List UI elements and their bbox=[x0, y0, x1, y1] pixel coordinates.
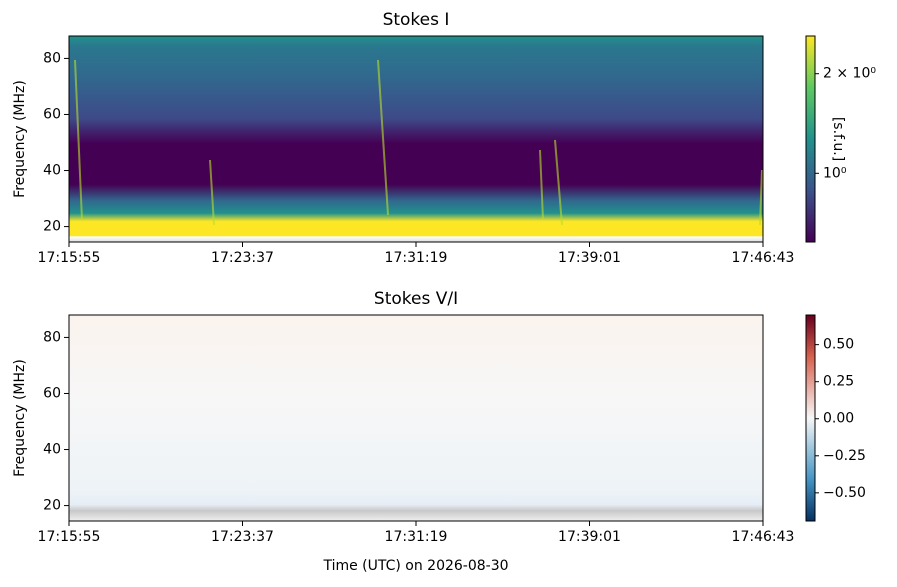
x-tick-label: 17:39:01 bbox=[558, 250, 621, 266]
panel-title: Stokes I bbox=[383, 10, 450, 30]
x-tick-label: 17:46:43 bbox=[732, 250, 795, 266]
y-tick-label: 40 bbox=[43, 163, 61, 179]
x-tick-label: 17:15:55 bbox=[38, 529, 101, 545]
y-tick-label: 80 bbox=[43, 50, 61, 66]
x-axis-label: Time (UTC) on 2026-08-30 bbox=[322, 558, 508, 574]
panel-title: Stokes V/I bbox=[374, 289, 458, 309]
spectrogram-image bbox=[69, 36, 763, 242]
x-tick-label: 17:23:37 bbox=[211, 250, 274, 266]
y-axis-label: Frequency (MHz) bbox=[12, 80, 28, 198]
x-tick-label: 17:31:19 bbox=[385, 250, 448, 266]
colorbar-tick-label: −0.50 bbox=[823, 485, 866, 501]
colorbar bbox=[806, 36, 815, 242]
x-tick-label: 17:39:01 bbox=[558, 529, 621, 545]
y-axis-label: Frequency (MHz) bbox=[12, 359, 28, 477]
colorbar-tick-label: 0.25 bbox=[823, 374, 854, 390]
x-tick-label: 17:23:37 bbox=[211, 529, 274, 545]
colorbar-tick-label: −0.25 bbox=[823, 448, 866, 464]
colorbar-tick-label: 0.00 bbox=[823, 411, 854, 427]
y-tick-label: 60 bbox=[43, 385, 61, 401]
y-tick-label: 80 bbox=[43, 329, 61, 345]
colorbar bbox=[806, 315, 815, 521]
x-tick-label: 17:31:19 bbox=[385, 529, 448, 545]
colorbar-frame bbox=[805, 314, 816, 522]
burst-streaks bbox=[74, 59, 763, 226]
y-tick-label: 20 bbox=[43, 219, 61, 235]
y-tick-label: 40 bbox=[43, 442, 61, 458]
colorbar-frame bbox=[805, 35, 816, 243]
y-tick-label: 20 bbox=[43, 498, 61, 514]
colorbar-tick-label: 0.50 bbox=[823, 337, 854, 353]
colorbar-tick-label: 10⁰ bbox=[823, 165, 847, 181]
x-tick-label: 17:46:43 bbox=[732, 529, 795, 545]
y-tick-label: 60 bbox=[43, 106, 61, 122]
x-tick-label: 17:15:55 bbox=[38, 250, 101, 266]
spectrogram-image bbox=[69, 315, 763, 521]
colorbar-label: [s.f.u.] bbox=[830, 117, 846, 161]
colorbar-tick-label: 2 × 10⁰ bbox=[823, 66, 876, 82]
